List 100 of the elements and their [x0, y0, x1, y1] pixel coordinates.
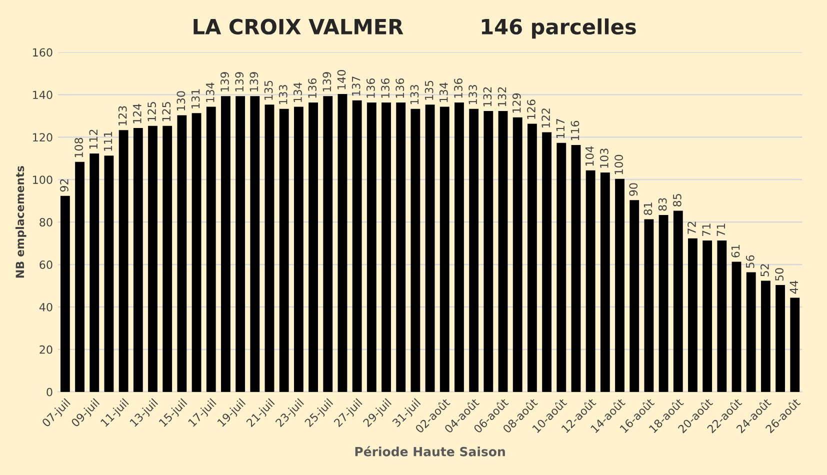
- y-tick-label: 0: [46, 388, 52, 396]
- bar: [221, 96, 230, 392]
- y-tick-label: 40: [39, 302, 52, 312]
- data-label: 44: [790, 280, 798, 294]
- data-label: 61: [731, 245, 740, 258]
- bar: [760, 280, 770, 392]
- data-label: 122: [542, 108, 550, 128]
- data-label: 135: [424, 80, 434, 100]
- bar: [279, 108, 289, 392]
- bar: [615, 178, 624, 392]
- bar: [425, 104, 435, 392]
- data-label: 125: [162, 102, 171, 122]
- bar: [790, 298, 800, 392]
- data-label: 130: [176, 91, 186, 110]
- bar: [177, 115, 187, 392]
- data-label: 125: [148, 102, 156, 122]
- bar: [192, 113, 202, 392]
- bar: [90, 153, 100, 392]
- data-label: 139: [322, 72, 332, 92]
- bar: [527, 124, 537, 392]
- bar: [410, 108, 420, 392]
- y-tick-label: 100: [33, 176, 52, 184]
- bar: [264, 104, 274, 392]
- data-label: 71: [716, 224, 725, 236]
- bar: [571, 144, 581, 392]
- data-label: 56: [746, 255, 754, 268]
- data-label: 71: [702, 224, 710, 236]
- bar: [658, 215, 668, 392]
- bar: [498, 110, 508, 392]
- bar: [382, 102, 391, 392]
- data-label: 136: [366, 78, 375, 98]
- y-tick-label: 60: [40, 260, 52, 269]
- data-label: 111: [104, 132, 112, 151]
- bar: [366, 102, 376, 392]
- bar: [644, 219, 654, 392]
- data-label: 132: [483, 87, 492, 106]
- data-label: 116: [570, 120, 580, 140]
- bar: [250, 96, 260, 392]
- data-label: 52: [760, 264, 769, 276]
- y-tick-label: 140: [33, 90, 52, 100]
- data-label: 134: [439, 82, 448, 102]
- data-label: 140: [337, 70, 346, 90]
- data-label: 129: [512, 93, 521, 113]
- bar: [702, 240, 712, 392]
- data-label: 108: [74, 138, 84, 158]
- bar: [717, 240, 727, 392]
- bar: [542, 132, 552, 392]
- data-label: 103: [600, 148, 608, 168]
- chart-subtitle: 146 parcelles: [482, 18, 636, 39]
- y-tick-label: 160: [33, 48, 52, 57]
- data-label: 137: [352, 76, 360, 96]
- data-label: 139: [235, 72, 244, 92]
- data-label: 81: [644, 202, 652, 215]
- bar: [338, 94, 348, 392]
- data-label: 92: [60, 179, 68, 192]
- bar: [630, 200, 640, 392]
- data-label: 72: [688, 222, 696, 234]
- data-label: 124: [132, 104, 142, 124]
- bar: [104, 156, 114, 392]
- bar: [206, 106, 216, 392]
- data-label: 136: [396, 78, 404, 98]
- data-label: 132: [498, 87, 506, 106]
- y-tick-label: 20: [40, 345, 52, 354]
- data-label: 139: [250, 72, 258, 92]
- bar: [133, 128, 143, 392]
- bar: [586, 170, 596, 392]
- bar: [75, 162, 84, 392]
- bar: [148, 126, 158, 392]
- bar: [118, 130, 128, 392]
- data-label: 131: [191, 89, 200, 108]
- data-label: 136: [308, 78, 317, 98]
- bar: [60, 196, 70, 392]
- bar: [352, 100, 362, 392]
- bar: [776, 285, 786, 392]
- data-label: 104: [585, 146, 594, 166]
- data-label: 136: [381, 78, 390, 98]
- data-label: 139: [220, 72, 229, 92]
- bar: [294, 106, 304, 392]
- bar: [396, 102, 406, 392]
- y-axis-title: NB emplacements: [16, 166, 26, 278]
- bar: [512, 117, 522, 392]
- x-axis-title: Période Haute Saison: [355, 446, 505, 456]
- bar: [323, 96, 333, 392]
- bar: [162, 126, 172, 392]
- bar: [440, 106, 450, 392]
- bar: [673, 210, 683, 392]
- data-label: 136: [454, 78, 462, 98]
- bar: [688, 238, 698, 392]
- data-label: 134: [206, 82, 214, 102]
- data-label: 85: [672, 194, 682, 206]
- bar: [308, 102, 318, 392]
- data-label: 133: [468, 85, 478, 104]
- bar: [732, 262, 742, 392]
- chart-title: LA CROIX VALMER: [194, 18, 404, 35]
- data-label: 133: [278, 85, 288, 104]
- data-label: 135: [264, 80, 273, 100]
- data-label: 100: [614, 154, 623, 174]
- bar: [746, 272, 756, 392]
- y-tick-label: 120: [33, 133, 52, 142]
- data-label: 123: [118, 106, 127, 126]
